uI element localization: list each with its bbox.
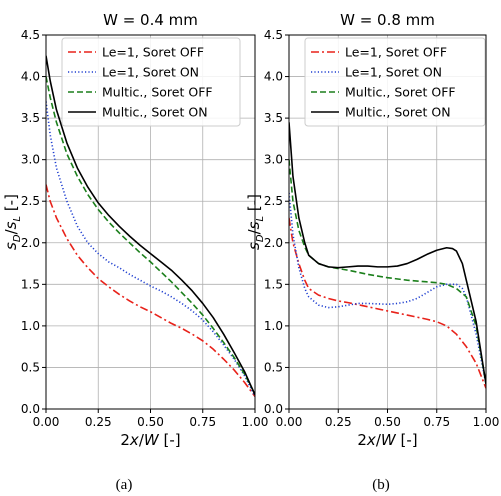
legend-label: Multic., Soret OFF bbox=[102, 85, 213, 100]
legend-label: Le=1, Soret ON bbox=[345, 65, 442, 80]
x-tick-label: 0.50 bbox=[137, 415, 164, 429]
series-line-4 bbox=[46, 55, 255, 396]
panel-caption: (b) bbox=[372, 477, 390, 493]
x-tick-label: 1.00 bbox=[242, 415, 269, 429]
y-tick-label: 1.0 bbox=[21, 319, 40, 333]
series-line-2 bbox=[46, 101, 255, 397]
chart-panel-2: 0.00 0.25 0.50 0.75 1.000.00.51.01.52.02.53.… bbox=[245, 11, 499, 493]
legend-label: Multic., Soret OFF bbox=[345, 85, 456, 100]
y-tick-label: 0.0 bbox=[264, 402, 283, 416]
x-tick-label: 0.00 bbox=[33, 415, 60, 429]
y-tick-label: 0.0 bbox=[21, 402, 40, 416]
x-tick-label: 0.75 bbox=[423, 415, 450, 429]
y-tick-label: 0.5 bbox=[264, 360, 283, 374]
legend-label: Multic., Soret ON bbox=[102, 105, 208, 120]
y-tick-label: 4.0 bbox=[264, 70, 283, 84]
y-tick-label: 4.5 bbox=[264, 28, 283, 42]
y-tick-label: 3.0 bbox=[264, 153, 283, 167]
panel-caption: (a) bbox=[116, 477, 133, 493]
x-tick-label: 0.50 bbox=[374, 415, 401, 429]
legend: Le=1, Soret OFF Le=1, Soret ON Multic., So… bbox=[61, 37, 241, 127]
y-tick-label: 0.5 bbox=[21, 360, 40, 374]
series-line-1 bbox=[289, 217, 486, 389]
y-tick-label: 3.5 bbox=[21, 111, 40, 125]
y-tick-label: 2.0 bbox=[264, 236, 283, 250]
series-line-4 bbox=[289, 122, 486, 385]
y-tick-label: 4.5 bbox=[21, 28, 40, 42]
x-tick-label: 0.25 bbox=[85, 415, 112, 429]
legend-label: Le=1, Soret OFF bbox=[102, 45, 204, 60]
x-axis-label: 2x/W [-] bbox=[120, 431, 180, 449]
x-tick-label: 1.00 bbox=[473, 415, 500, 429]
legend-label: Le=1, Soret ON bbox=[102, 65, 199, 80]
x-axis-label: 2x/W [-] bbox=[357, 431, 417, 449]
legend-label: Multic., Soret ON bbox=[345, 105, 451, 120]
y-tick-label: 2.0 bbox=[21, 236, 40, 250]
legend-label: Le=1, Soret OFF bbox=[345, 45, 447, 60]
y-tick-label: 3.5 bbox=[264, 111, 283, 125]
x-tick-label: 0.75 bbox=[189, 415, 216, 429]
y-tick-label: 2.5 bbox=[21, 194, 40, 208]
chart-title: W = 0.4 mm bbox=[103, 11, 198, 29]
legend-box bbox=[61, 37, 241, 127]
legend-box bbox=[304, 37, 486, 127]
y-tick-label: 1.5 bbox=[21, 277, 40, 291]
y-tick-label: 3.0 bbox=[21, 153, 40, 167]
series-line-1 bbox=[46, 184, 255, 398]
x-tick-label: 0.00 bbox=[276, 415, 303, 429]
y-axis-label: sD/sL [-] bbox=[245, 194, 266, 250]
y-tick-label: 2.5 bbox=[264, 194, 283, 208]
chart-panel-1: 0.00 0.25 0.50 0.75 1.00 0.0 0.5 1.0 1.5 2.0 2.5 3.… bbox=[2, 11, 268, 493]
y-tick-label: 1.5 bbox=[264, 277, 283, 291]
y-tick-label: 1.0 bbox=[264, 319, 283, 333]
y-axis-label: sD/sL [-] bbox=[2, 194, 23, 250]
y-tick-label: 4.0 bbox=[21, 70, 40, 84]
chart-title: W = 0.8 mm bbox=[340, 11, 435, 29]
x-tick-label: 0.25 bbox=[325, 415, 352, 429]
series-line-3 bbox=[46, 76, 255, 395]
legend: Le=1, Soret OFF Le=1, Soret ON Multic., So… bbox=[304, 37, 486, 127]
